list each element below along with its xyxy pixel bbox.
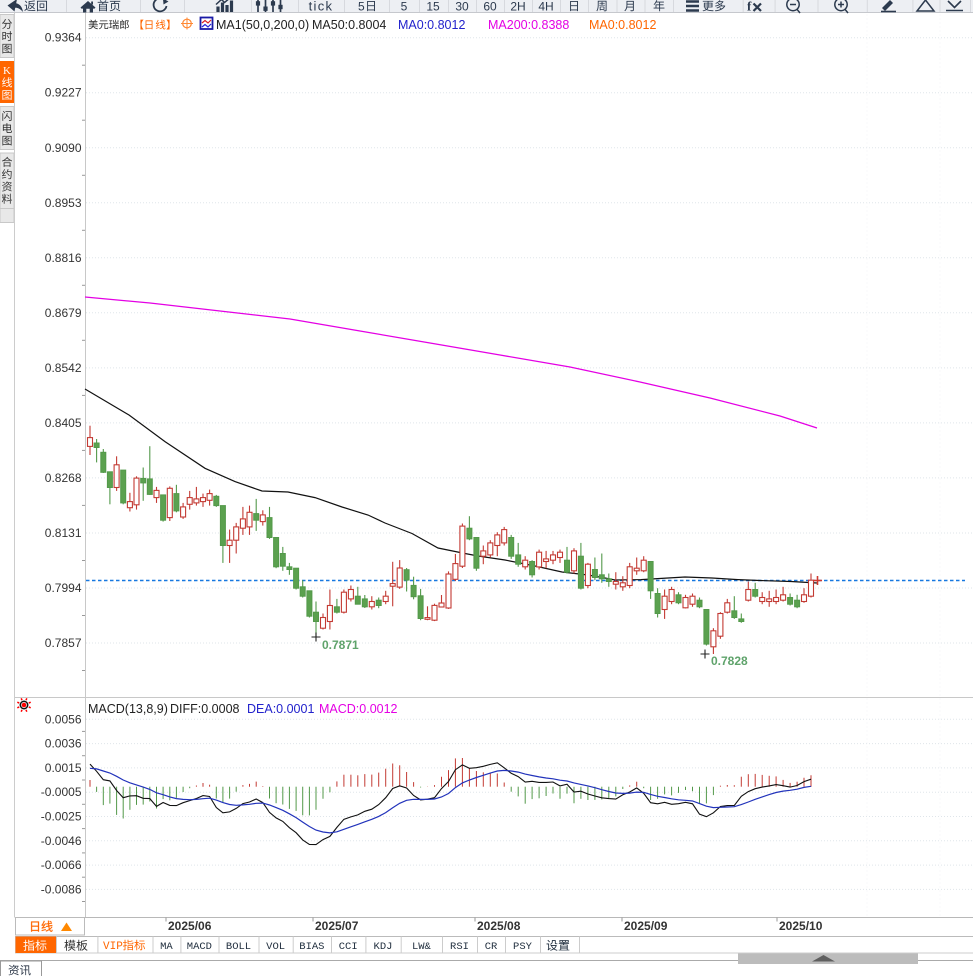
svg-text:0.7994: 0.7994	[45, 581, 82, 595]
svg-text:KDJ: KDJ	[374, 941, 393, 953]
svg-text:LW&: LW&	[412, 941, 432, 953]
svg-text:MA1(50,0,200,0): MA1(50,0,200,0)	[216, 18, 309, 32]
svg-text:2025/08: 2025/08	[477, 919, 521, 933]
svg-text:0.8405: 0.8405	[45, 416, 82, 430]
svg-text:0.9090: 0.9090	[45, 141, 82, 155]
svg-text:60: 60	[483, 0, 497, 14]
svg-text:CR: CR	[485, 941, 498, 953]
svg-text:5: 5	[358, 0, 365, 14]
svg-text:0.8953: 0.8953	[45, 196, 82, 210]
svg-text:DEA:0.0001: DEA:0.0001	[247, 702, 314, 716]
svg-text:2025/09: 2025/09	[624, 919, 668, 933]
svg-text:MACD:0.0012: MACD:0.0012	[319, 702, 398, 716]
svg-text:0.8542: 0.8542	[45, 361, 82, 375]
svg-text:DIFF:0.0008: DIFF:0.0008	[170, 702, 240, 716]
svg-text:RSI: RSI	[450, 941, 469, 953]
svg-text:-0.0086: -0.0086	[41, 882, 82, 896]
svg-text:30: 30	[455, 0, 469, 14]
svg-text:2025/06: 2025/06	[168, 919, 212, 933]
svg-text:0.0015: 0.0015	[45, 761, 82, 775]
svg-text:0.7828: 0.7828	[711, 654, 748, 668]
svg-text:CCI: CCI	[339, 941, 358, 953]
svg-text:2H: 2H	[510, 0, 525, 14]
svg-text:MA200:0.8388: MA200:0.8388	[488, 18, 569, 32]
svg-text:0.8268: 0.8268	[45, 471, 82, 485]
svg-text:2025/07: 2025/07	[315, 919, 359, 933]
svg-text:0.8816: 0.8816	[45, 251, 82, 265]
svg-text:tick: tick	[309, 0, 334, 14]
svg-text:MACD: MACD	[187, 941, 212, 953]
svg-text:0.9364: 0.9364	[45, 31, 82, 45]
svg-text:2025/10: 2025/10	[779, 919, 823, 933]
svg-text:0.7871: 0.7871	[322, 638, 359, 652]
svg-text:0.7857: 0.7857	[45, 636, 82, 650]
svg-text:0.8131: 0.8131	[45, 526, 82, 540]
svg-text:VIP: VIP	[103, 941, 123, 953]
svg-text:4H: 4H	[538, 0, 553, 14]
svg-text:VOL: VOL	[266, 941, 285, 953]
svg-text:MA50:0.8004: MA50:0.8004	[312, 18, 386, 32]
svg-text:15: 15	[426, 0, 440, 14]
svg-text:0.0056: 0.0056	[45, 712, 82, 726]
svg-text:0.8679: 0.8679	[45, 306, 82, 320]
svg-text:-0.0005: -0.0005	[41, 785, 82, 799]
svg-text:-0.0046: -0.0046	[41, 834, 82, 848]
svg-text:MA: MA	[160, 941, 173, 953]
svg-text:BIAS: BIAS	[299, 941, 324, 953]
svg-text:0.9227: 0.9227	[45, 86, 82, 100]
svg-text:MA0:0.8012: MA0:0.8012	[398, 18, 465, 32]
svg-text:K: K	[3, 65, 11, 77]
svg-text:0.0036: 0.0036	[45, 737, 82, 751]
svg-text:BOLL: BOLL	[226, 941, 251, 953]
svg-text:5: 5	[401, 0, 408, 14]
svg-text:-0.0025: -0.0025	[41, 810, 82, 824]
svg-text:f: f	[747, 0, 752, 14]
svg-text:PSY: PSY	[513, 941, 533, 953]
svg-text:MACD(13,8,9): MACD(13,8,9)	[88, 702, 168, 716]
svg-text:MA0:0.8012: MA0:0.8012	[589, 18, 656, 32]
svg-text:-0.0066: -0.0066	[41, 858, 82, 872]
